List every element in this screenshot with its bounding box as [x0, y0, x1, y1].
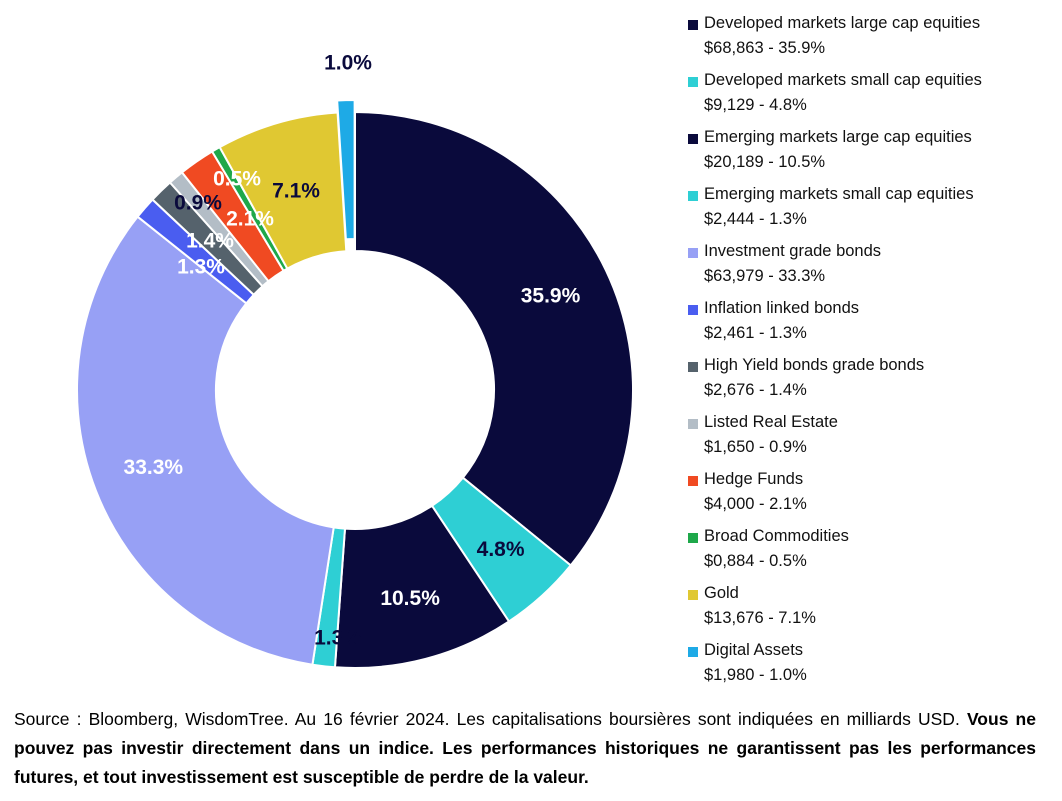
- legend-swatch: [688, 476, 698, 486]
- legend-swatch: [688, 20, 698, 30]
- data-label-emerging-markets-small-cap-equities: 1.3%: [314, 627, 362, 650]
- legend-name: Developed markets small cap equities: [704, 71, 982, 89]
- legend-name: Emerging markets small cap equities: [704, 185, 974, 203]
- legend-item-hedge-funds: Hedge Funds $4,000 - 2.1%: [688, 470, 1058, 527]
- data-label-investment-grade-bonds: 33.3%: [124, 456, 184, 479]
- legend-item-gold: Gold $13,676 - 7.1%: [688, 584, 1058, 641]
- footnote: Source : Bloomberg, WisdomTree. Au 16 fé…: [14, 705, 1036, 792]
- legend-name: Hedge Funds: [704, 470, 804, 488]
- data-label-digital-assets: 1.0%: [324, 52, 372, 75]
- data-label-high-yield-bonds-grade-bonds: 1.4%: [186, 230, 234, 253]
- legend-swatch: [688, 191, 698, 201]
- slice-investment-grade-bonds: [76, 215, 335, 666]
- legend-name: Inflation linked bonds: [704, 299, 860, 317]
- legend-value: $13,676 - 7.1%: [704, 609, 816, 627]
- data-label-listed-real-estate: 0.9%: [174, 192, 222, 215]
- legend-value: $9,129 - 4.8%: [704, 96, 807, 114]
- legend-value: $1,980 - 1.0%: [704, 666, 807, 684]
- data-label-developed-markets-small-cap-equities: 4.8%: [477, 538, 525, 561]
- legend-item-emerging-markets-small-cap-equities: Emerging markets small cap equities $2,44…: [688, 185, 1058, 242]
- legend-item-listed-real-estate: Listed Real Estate $1,650 - 0.9%: [688, 413, 1058, 470]
- legend-swatch: [688, 419, 698, 429]
- legend-swatch: [688, 533, 698, 543]
- legend-value: $2,444 - 1.3%: [704, 210, 807, 228]
- legend-name: Digital Assets: [704, 641, 804, 659]
- legend-swatch: [688, 134, 698, 144]
- legend-swatch: [688, 77, 698, 87]
- legend-item-investment-grade-bonds: Investment grade bonds $63,979 - 33.3%: [688, 242, 1058, 299]
- footnote-source: Source : Bloomberg, WisdomTree. Au 16 fé…: [14, 709, 967, 729]
- legend-item-digital-assets: Digital Assets $1,980 - 1.0%: [688, 641, 1058, 698]
- legend-item-broad-commodities: Broad Commodities $0,884 - 0.5%: [688, 527, 1058, 584]
- slice-developed-markets-large-cap-equities: [354, 110, 634, 567]
- legend-swatch: [688, 590, 698, 600]
- legend-value: $2,461 - 1.3%: [704, 324, 807, 342]
- legend-value: $20,189 - 10.5%: [704, 153, 826, 171]
- legend-value: $0,884 - 0.5%: [704, 552, 807, 570]
- legend-name: High Yield bonds grade bonds: [704, 356, 925, 374]
- legend-swatch: [688, 248, 698, 258]
- data-label-gold: 7.1%: [272, 180, 320, 203]
- legend-name: Developed markets large cap equities: [704, 14, 981, 32]
- legend-item-developed-markets-small-cap-equities: Developed markets small cap equities $9,1…: [688, 71, 1058, 128]
- legend-name: Emerging markets large cap equities: [704, 128, 972, 146]
- footnote-disclaimer: Vous ne pouvez pas investir directement …: [14, 709, 1036, 787]
- data-label-broad-commodities: 0.5%: [213, 168, 261, 191]
- legend-item-developed-markets-large-cap-equities: Developed markets large cap equities $68,…: [688, 14, 1058, 71]
- legend-name: Investment grade bonds: [704, 242, 882, 260]
- legend-value: $4,000 - 2.1%: [704, 495, 807, 513]
- legend-swatch: [688, 362, 698, 372]
- legend-name: Gold: [704, 584, 739, 602]
- donut-chart: 35.9% 4.8% 10.5% 1.3% 33.3% 1.3% 1.4% 0.9%2.1% 0…: [76, 52, 634, 669]
- slice-digital-assets: [336, 99, 356, 241]
- data-label-hedge-funds: 2.1%: [226, 208, 274, 231]
- data-label-emerging-markets-large-cap-equities: 10.5%: [380, 587, 440, 610]
- legend-item-high-yield-bonds-grade-bonds: High Yield bonds grade bonds $2,676 - 1.4…: [688, 356, 1058, 413]
- legend: Developed markets large cap equities $68,…: [688, 14, 1058, 698]
- data-label-inflation-linked-bonds: 1.3%: [177, 256, 225, 279]
- legend-value: $2,676 - 1.4%: [704, 381, 807, 399]
- data-label-developed-markets-large-cap-equities: 35.9%: [521, 285, 581, 308]
- legend-item-inflation-linked-bonds: Inflation linked bonds $2,461 - 1.3%: [688, 299, 1058, 356]
- legend-name: Listed Real Estate: [704, 413, 838, 431]
- legend-value: $1,650 - 0.9%: [704, 438, 807, 456]
- legend-swatch: [688, 647, 698, 657]
- legend-item-emerging-markets-large-cap-equities: Emerging markets large cap equities $20,1…: [688, 128, 1058, 185]
- legend-swatch: [688, 305, 698, 315]
- legend-name: Broad Commodities: [704, 527, 849, 545]
- legend-value: $63,979 - 33.3%: [704, 267, 826, 285]
- legend-value: $68,863 - 35.9%: [704, 39, 826, 57]
